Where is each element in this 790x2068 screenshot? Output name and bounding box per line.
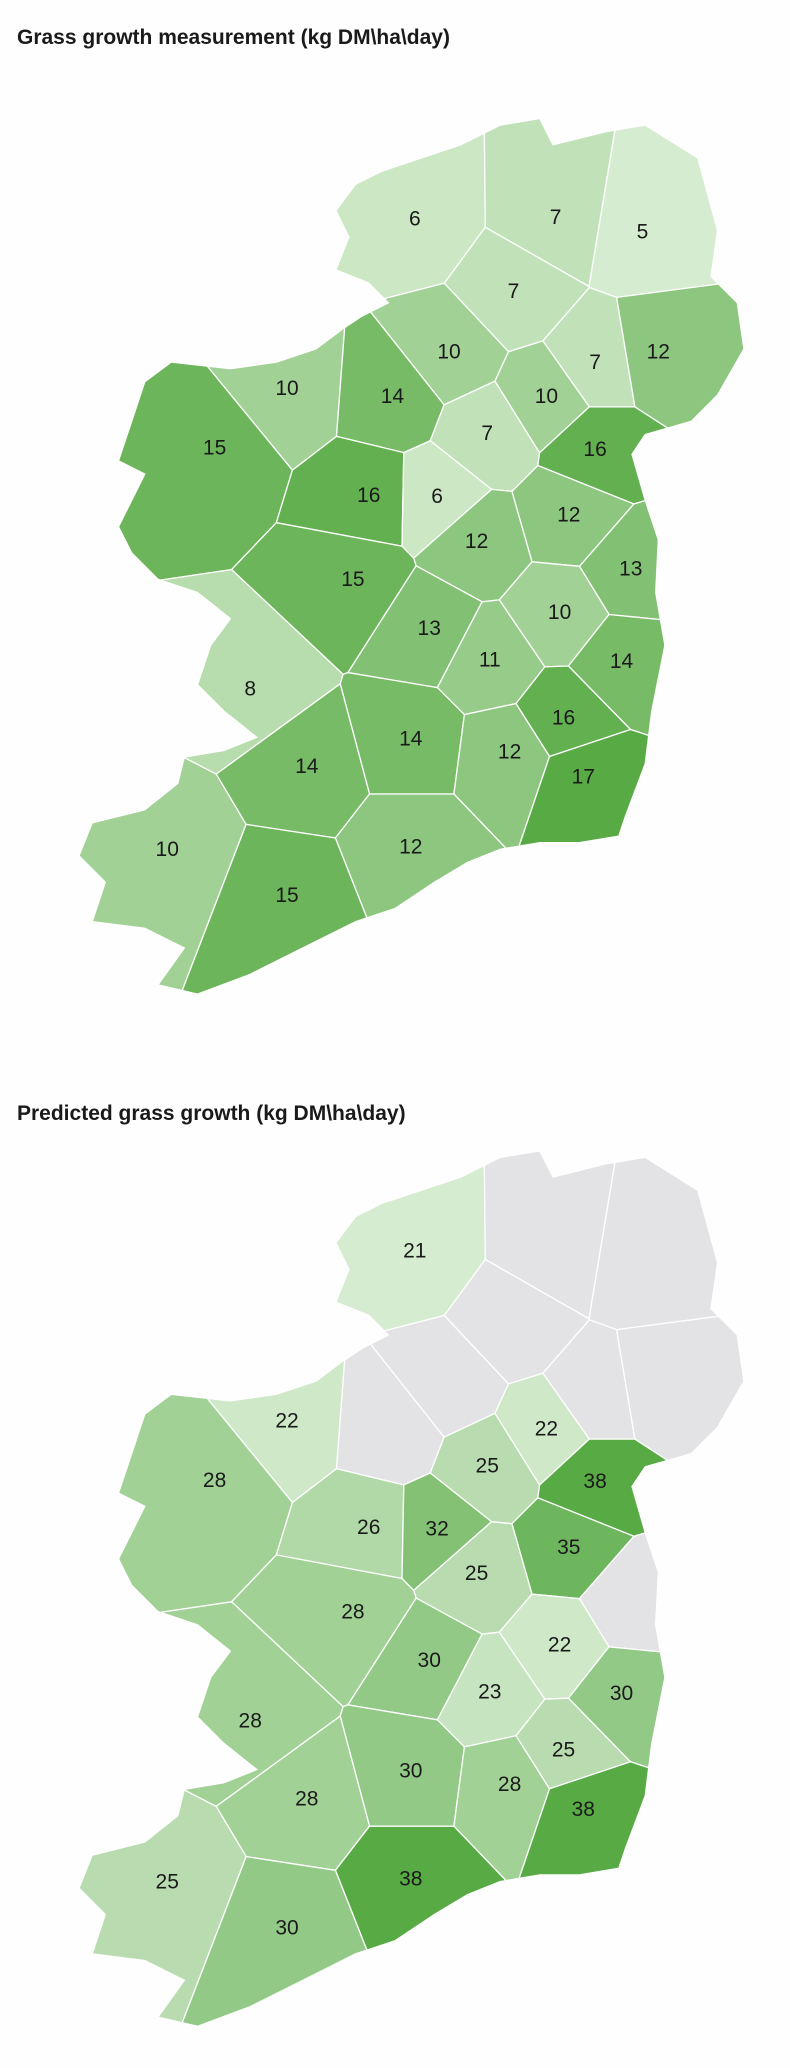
- region-value-label: 38: [583, 1470, 606, 1493]
- region-value-label: 28: [341, 1600, 364, 1623]
- region-value-label: 30: [275, 1916, 298, 1939]
- region-value-label: 22: [535, 1417, 558, 1440]
- region-value-label: 28: [498, 1773, 521, 1796]
- region-value-label: 16: [583, 438, 606, 461]
- region-value-label: 15: [275, 884, 298, 907]
- region-value-label: 10: [156, 838, 179, 861]
- region-value-label: 5: [637, 221, 649, 244]
- region-value-label: 38: [399, 1868, 422, 1891]
- region-value-label: 30: [399, 1760, 422, 1783]
- region-value-label: 25: [465, 1562, 488, 1585]
- region-value-label: 10: [548, 601, 571, 624]
- region-value-label: 6: [431, 485, 443, 508]
- region-value-label: 28: [295, 1787, 318, 1810]
- region-value-label: 23: [478, 1681, 501, 1704]
- region-value-label: 12: [557, 504, 580, 527]
- region-value-label: 28: [203, 1469, 226, 1492]
- ireland-map: 21 22 25 22 38 28 26 32 35 25 28 22 30 23 30 28 30 25 28 38…: [78, 1150, 745, 2027]
- region-value-label: 26: [357, 1516, 380, 1539]
- region-value-label: 7: [508, 280, 520, 303]
- region-value-label: 25: [552, 1739, 575, 1762]
- region-value-label: 25: [156, 1870, 179, 1893]
- county-region: [518, 728, 650, 847]
- region-value-label: 16: [357, 484, 380, 507]
- county-region: [615, 283, 745, 429]
- region-value-label: 13: [619, 558, 642, 581]
- region-value-label: 6: [409, 207, 421, 230]
- county-region: [334, 793, 508, 919]
- region-value-label: 22: [548, 1633, 571, 1656]
- region-value-label: 14: [399, 728, 423, 751]
- region-value-label: 38: [572, 1798, 595, 1821]
- region-value-label: 12: [498, 741, 521, 764]
- region-value-label: 11: [479, 649, 501, 672]
- region-value-label: 14: [295, 755, 319, 778]
- region-value-label: 10: [437, 340, 460, 363]
- region-value-label: 14: [610, 650, 634, 673]
- region-value-label: 7: [589, 351, 601, 374]
- region-value-label: 16: [552, 706, 575, 729]
- region-value-label: 10: [275, 377, 298, 400]
- region-value-label: 30: [610, 1682, 633, 1705]
- region-value-label: 15: [341, 568, 364, 591]
- region-value-label: 35: [557, 1536, 580, 1559]
- county-region: [518, 1761, 650, 1880]
- county-region: [334, 1825, 508, 1951]
- region-value-label: 12: [399, 835, 422, 858]
- county-region: [181, 823, 368, 995]
- region-value-label: 7: [550, 206, 562, 229]
- no-data-region: [615, 1315, 745, 1462]
- region-value-label: 10: [535, 385, 558, 408]
- region-value-label: 12: [647, 340, 670, 363]
- region-value-label: 17: [572, 766, 595, 789]
- region-value-label: 25: [476, 1454, 499, 1477]
- map-title: Predicted grass growth (kg DM\ha\day): [17, 1102, 406, 1125]
- region-value-label: 30: [418, 1649, 441, 1672]
- region-value-label: 28: [239, 1710, 262, 1733]
- region-value-label: 8: [244, 677, 256, 700]
- region-value-label: 15: [203, 437, 226, 460]
- county-region: [181, 1855, 368, 2027]
- region-value-label: 7: [481, 422, 493, 445]
- region-value-label: 21: [403, 1240, 426, 1263]
- map-title: Grass growth measurement (kg DM\ha\day): [17, 26, 450, 49]
- ireland-map: 6 7 5 7 10 7 12 10 14 7 10 16 15 16 6 12 12 13 15 10 13 11 14 8…: [78, 117, 745, 995]
- region-value-label: 13: [418, 617, 441, 640]
- region-value-label: 32: [425, 1518, 448, 1541]
- region-value-label: 14: [381, 385, 405, 408]
- region-value-label: 22: [275, 1410, 298, 1433]
- region-value-label: 12: [465, 530, 488, 553]
